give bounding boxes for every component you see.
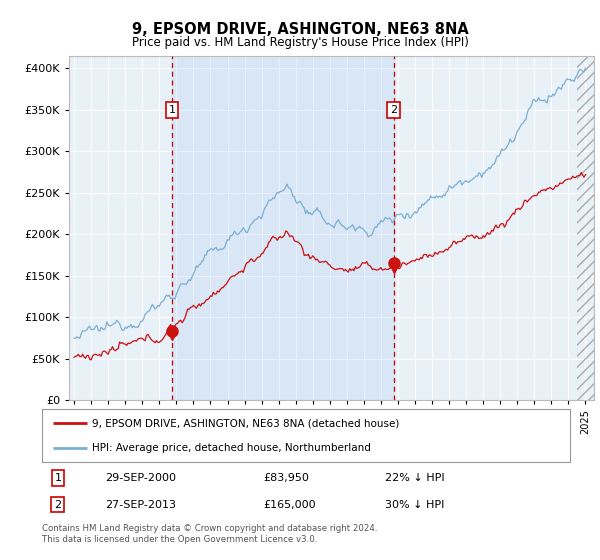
Text: Contains HM Land Registry data © Crown copyright and database right 2024.
This d: Contains HM Land Registry data © Crown c…: [42, 524, 377, 544]
Text: 2: 2: [54, 500, 61, 510]
Text: 2: 2: [390, 105, 397, 115]
Text: 1: 1: [55, 473, 61, 483]
Text: 22% ↓ HPI: 22% ↓ HPI: [385, 473, 445, 483]
Text: £83,950: £83,950: [264, 473, 310, 483]
Text: 9, EPSOM DRIVE, ASHINGTON, NE63 8NA: 9, EPSOM DRIVE, ASHINGTON, NE63 8NA: [131, 22, 469, 38]
Text: Price paid vs. HM Land Registry's House Price Index (HPI): Price paid vs. HM Land Registry's House …: [131, 36, 469, 49]
Text: 30% ↓ HPI: 30% ↓ HPI: [385, 500, 445, 510]
Text: 27-SEP-2013: 27-SEP-2013: [106, 500, 176, 510]
Text: 1: 1: [169, 105, 176, 115]
Bar: [577, 56, 600, 400]
Text: £165,000: £165,000: [264, 500, 316, 510]
Bar: [577, 56, 600, 400]
Text: HPI: Average price, detached house, Northumberland: HPI: Average price, detached house, Nort…: [92, 442, 371, 452]
Text: 29-SEP-2000: 29-SEP-2000: [106, 473, 176, 483]
Text: 9, EPSOM DRIVE, ASHINGTON, NE63 8NA (detached house): 9, EPSOM DRIVE, ASHINGTON, NE63 8NA (det…: [92, 418, 400, 428]
Bar: [172, 56, 394, 400]
